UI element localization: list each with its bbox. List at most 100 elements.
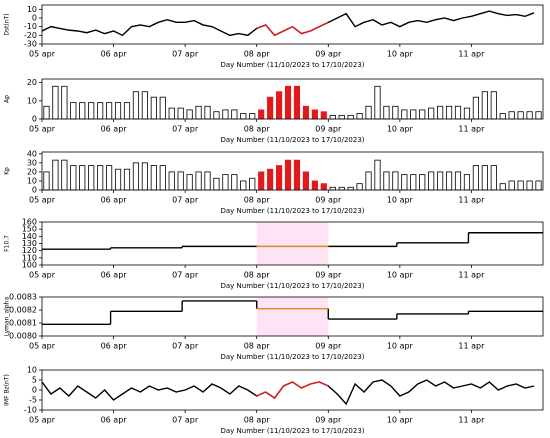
bar (472, 165, 479, 191)
bar (374, 159, 381, 191)
bar (320, 111, 327, 120)
y-tick-label: 110 (22, 253, 37, 262)
y-axis-label: IMF Bz(nT) (4, 374, 11, 406)
y-axis-label: F10.7 (4, 235, 11, 252)
bar (445, 105, 453, 120)
x-tick-label: 10 apr (387, 271, 414, 280)
bar (141, 162, 148, 191)
bar (43, 171, 50, 191)
bar (284, 85, 292, 120)
x-tick-label: 06 apr (101, 196, 128, 205)
bar (186, 109, 193, 120)
bar (517, 111, 524, 120)
bar (526, 180, 533, 191)
bar (267, 168, 274, 191)
bar (338, 114, 345, 120)
bar (231, 174, 238, 191)
y-tick-label: -30 (24, 40, 37, 49)
x-tick-label: 10 apr (387, 416, 414, 425)
bar (481, 91, 488, 120)
plot-frame (41, 369, 544, 411)
bar (347, 114, 354, 120)
x-tick-label: 07 apr (172, 416, 199, 425)
bar (463, 107, 471, 120)
y-tick-label: 10 (27, 366, 37, 375)
bar (401, 174, 408, 191)
bar (123, 102, 131, 120)
x-tick-label: 08 apr (244, 196, 271, 205)
line (41, 10, 535, 37)
y-tick-label: 130 (22, 239, 37, 248)
bar (365, 105, 372, 120)
bar (490, 91, 497, 120)
bar (275, 91, 283, 120)
x-tick-label: 09 apr (315, 271, 342, 280)
bar (132, 91, 140, 120)
bar (70, 102, 77, 120)
bar (499, 113, 506, 120)
x-tick-label: 06 apr (101, 50, 128, 59)
y-axis-label: Ap (4, 95, 11, 103)
x-tick-label: 11 apr (458, 125, 485, 134)
y-tick-label: -5 (29, 396, 37, 405)
y-tick-label: 10 (27, 96, 37, 105)
bar (428, 171, 435, 191)
y-tick-label: 30 (27, 158, 37, 167)
x-tick-label: 09 apr (315, 50, 342, 59)
y-tick-label: -10 (24, 22, 37, 31)
bar (150, 165, 157, 191)
bar (302, 171, 310, 191)
x-tick-label: 06 apr (101, 342, 128, 351)
y-tick-label: 40 (27, 149, 37, 158)
bar (52, 159, 59, 191)
x-tick-label: 11 apr (458, 196, 485, 205)
y-tick-label: 0 (32, 386, 37, 395)
bar (240, 180, 247, 191)
x-tick-label: 07 apr (172, 342, 199, 351)
y-tick-label: -20 (24, 31, 37, 40)
bar (222, 109, 229, 120)
x-tick-label: 08 apr (244, 342, 271, 351)
bar (445, 171, 453, 191)
bar (320, 183, 327, 191)
bar (52, 85, 59, 120)
x-axis-label: Day Number (11/10/2023 to 17/10/2023) (220, 136, 364, 144)
y-tick-label: 0 (32, 186, 37, 195)
x-tick-label: 07 apr (172, 125, 199, 134)
bar (159, 165, 166, 191)
bar (114, 168, 122, 191)
x-tick-label: 09 apr (315, 416, 342, 425)
x-tick-label: 06 apr (101, 271, 128, 280)
plot-frame (41, 296, 544, 337)
x-tick-label: 07 apr (172, 271, 199, 280)
bar (258, 171, 265, 191)
bar (356, 183, 363, 191)
highlight-line (256, 381, 329, 399)
bar (249, 113, 256, 120)
bar (204, 171, 211, 191)
bar (61, 85, 68, 120)
bar (88, 165, 95, 191)
bar (106, 102, 113, 120)
bar (106, 165, 113, 191)
x-tick-label: 10 apr (387, 342, 414, 351)
x-tick-label: 09 apr (315, 342, 342, 351)
x-tick-label: 09 apr (315, 196, 342, 205)
x-tick-label: 10 apr (387, 50, 414, 59)
bar (365, 171, 372, 191)
bar (437, 171, 444, 191)
bar (240, 113, 247, 120)
bar (79, 102, 86, 120)
bar (275, 165, 283, 191)
bar (338, 186, 345, 191)
bar (302, 105, 310, 120)
x-tick-label: 08 apr (244, 271, 271, 280)
x-tick-label: 11 apr (458, 271, 485, 280)
x-tick-label: 10 apr (387, 196, 414, 205)
x-tick-label: 11 apr (458, 416, 485, 425)
bar (410, 109, 417, 120)
x-tick-label: 09 apr (315, 125, 342, 134)
x-tick-label: 10 apr (387, 125, 414, 134)
y-tick-label: 140 (22, 232, 37, 241)
